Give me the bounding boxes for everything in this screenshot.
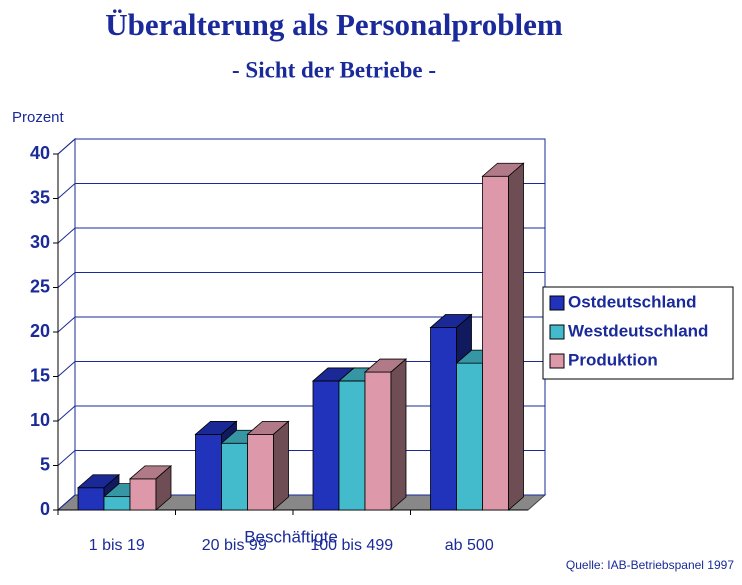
bar-front bbox=[247, 433, 274, 511]
y-tick-label: 30 bbox=[30, 232, 50, 252]
y-tick-label: 15 bbox=[30, 365, 50, 385]
bar-side bbox=[508, 162, 524, 511]
grid-line bbox=[57, 405, 76, 422]
bar-front bbox=[430, 327, 457, 511]
y-tick-label: 5 bbox=[40, 454, 50, 474]
bar bbox=[481, 162, 525, 511]
bar-front bbox=[312, 380, 340, 511]
bar bbox=[128, 464, 173, 511]
legend-swatch bbox=[549, 324, 565, 340]
x-tick-label: 20 bis 99 bbox=[202, 537, 267, 554]
legend-box bbox=[542, 286, 734, 380]
x-tick-label: 100 bis 499 bbox=[310, 537, 393, 554]
grid-line bbox=[57, 494, 76, 511]
x-tick-label: 1 bis 19 bbox=[89, 537, 145, 554]
legend-swatch bbox=[549, 295, 565, 311]
chart-title: Überalterung als Personalproblem bbox=[105, 7, 563, 42]
y-tick-label: 35 bbox=[30, 187, 50, 207]
bar-side bbox=[155, 464, 172, 511]
chart-subtitle: - Sicht der Betriebe - bbox=[232, 57, 436, 82]
x-axis-label: Beschäftigte bbox=[244, 527, 338, 546]
grid-line bbox=[57, 450, 76, 466]
y-tick-label: 25 bbox=[30, 276, 50, 296]
grid-line bbox=[57, 183, 76, 199]
grid-line bbox=[57, 138, 76, 155]
legend-label: Ostdeutschland bbox=[568, 292, 696, 311]
bar bbox=[246, 420, 290, 511]
bar-front bbox=[364, 371, 392, 511]
grid-line bbox=[57, 227, 76, 244]
bar-front bbox=[77, 487, 105, 511]
y-tick-label: 10 bbox=[30, 410, 50, 430]
x-tick-label: ab 500 bbox=[445, 537, 494, 554]
y-tick-label: 20 bbox=[30, 321, 50, 341]
bar-side bbox=[273, 420, 289, 511]
bar-front bbox=[103, 496, 131, 511]
bar-front bbox=[129, 478, 157, 511]
bar-front bbox=[338, 380, 366, 511]
bar-front bbox=[195, 433, 222, 511]
bar-side bbox=[390, 358, 407, 511]
legend-label: Produktion bbox=[568, 350, 658, 369]
grid-line bbox=[57, 316, 76, 333]
legend-swatch bbox=[549, 353, 565, 369]
bar-front bbox=[482, 175, 509, 511]
grid-line bbox=[57, 272, 76, 288]
bar-front bbox=[221, 442, 248, 511]
bar-front bbox=[456, 362, 483, 511]
grid-line bbox=[57, 361, 76, 377]
y-tick-label: 0 bbox=[40, 499, 50, 519]
bar bbox=[363, 358, 408, 511]
y-axis-label: Prozent bbox=[12, 109, 65, 126]
y-tick-label: 40 bbox=[30, 143, 50, 163]
source-note: Quelle: IAB-Betriebspanel 1997 bbox=[566, 558, 734, 572]
legend-label: Westdeutschland bbox=[568, 321, 708, 340]
